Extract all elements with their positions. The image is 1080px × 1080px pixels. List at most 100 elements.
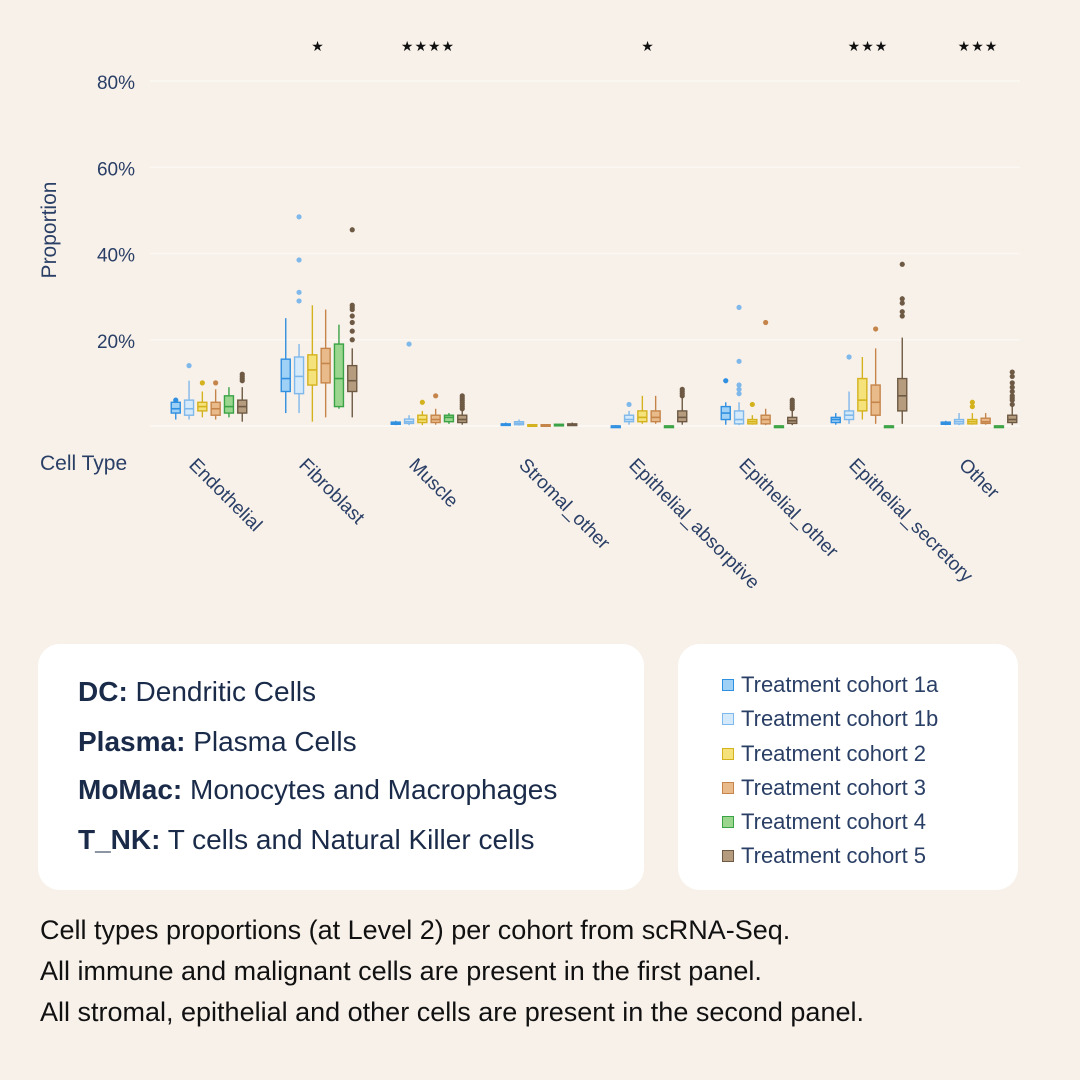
legend-item: Treatment cohort 5 bbox=[722, 843, 926, 869]
box bbox=[980, 417, 991, 425]
abbreviation-key: DC: bbox=[78, 676, 128, 707]
outlier-point bbox=[349, 227, 355, 233]
outlier-point bbox=[349, 302, 355, 308]
outlier-point bbox=[349, 319, 355, 326]
outlier-point bbox=[1009, 373, 1015, 380]
box-group bbox=[720, 304, 798, 429]
box bbox=[347, 364, 358, 393]
legend-swatch bbox=[722, 679, 734, 691]
abbreviation-value: Monocytes and Macrophages bbox=[190, 774, 558, 805]
abbreviation-key: MoMac: bbox=[78, 774, 183, 805]
outlier-point bbox=[419, 399, 425, 405]
x-tick-label: Fibroblast bbox=[294, 455, 368, 529]
box bbox=[293, 356, 305, 395]
abbreviation-item: DC: Dendritic Cells bbox=[78, 676, 316, 708]
caption-line: All stromal, epithelial and other cells … bbox=[40, 997, 864, 1027]
x-tick-label: Epithelial_secretory bbox=[844, 455, 976, 587]
outlier-point bbox=[296, 289, 302, 295]
outlier-point bbox=[736, 382, 742, 388]
box-group bbox=[280, 214, 358, 422]
legend-item: Treatment cohort 3 bbox=[722, 775, 926, 801]
x-axis-label: Cell Type bbox=[40, 452, 127, 475]
caption-line: All immune and malignant cells are prese… bbox=[40, 956, 762, 986]
outlier-point bbox=[899, 309, 905, 315]
outlier-point bbox=[296, 298, 302, 304]
abbreviation-item: T_NK: T cells and Natural Killer cells bbox=[78, 824, 534, 856]
legend-item: Treatment cohort 4 bbox=[722, 809, 926, 835]
outlier-point bbox=[349, 313, 355, 319]
abbreviation-key: Plasma: bbox=[78, 726, 186, 757]
legend-label: Treatment cohort 5 bbox=[741, 843, 927, 868]
legend-swatch bbox=[722, 713, 734, 725]
box-group bbox=[500, 419, 578, 428]
significance-marker: ★ bbox=[641, 39, 655, 55]
outlier-point bbox=[736, 391, 742, 397]
outlier-point bbox=[736, 386, 742, 392]
outlier-point bbox=[296, 257, 302, 263]
legend-label: Treatment cohort 1a bbox=[741, 672, 939, 697]
box bbox=[280, 358, 291, 393]
outlier-point bbox=[763, 319, 769, 326]
box bbox=[857, 377, 868, 412]
significance-marker: ★★★★ bbox=[401, 39, 455, 55]
box bbox=[623, 414, 635, 423]
outlier-point bbox=[873, 326, 879, 332]
box bbox=[897, 377, 908, 412]
y-axis-label: Proportion bbox=[38, 182, 61, 279]
y-axis-ticks: 20% 40% 60% 80% bbox=[97, 73, 135, 353]
outlier-point bbox=[749, 401, 755, 408]
outlier-point bbox=[626, 401, 632, 408]
x-tick-label: Other bbox=[954, 455, 1003, 504]
outlier-point bbox=[969, 399, 975, 405]
outlier-point bbox=[433, 393, 439, 399]
outlier-point bbox=[186, 363, 192, 369]
box-group bbox=[940, 369, 1018, 429]
outlier-point bbox=[1009, 384, 1015, 390]
x-tick-label: Muscle bbox=[404, 455, 461, 512]
box-group bbox=[390, 341, 468, 426]
outlier-point bbox=[789, 397, 795, 403]
outlier-point bbox=[296, 214, 302, 220]
legend-label: Treatment cohort 3 bbox=[741, 775, 927, 800]
outlier-point bbox=[1009, 393, 1015, 399]
legend-swatch bbox=[722, 816, 734, 828]
box-group bbox=[170, 363, 248, 422]
outlier-point bbox=[1009, 401, 1015, 408]
legend-label: Treatment cohort 1b bbox=[741, 706, 939, 731]
outlier-point bbox=[349, 328, 355, 334]
box-group bbox=[830, 261, 908, 429]
box bbox=[223, 395, 235, 414]
abbreviation-key: T_NK: bbox=[78, 824, 161, 855]
outlier-point bbox=[459, 393, 465, 399]
outlier-point bbox=[723, 378, 729, 384]
legend-swatch bbox=[722, 850, 734, 862]
outlier-point bbox=[736, 304, 742, 311]
significance-marker: ★★★ bbox=[958, 39, 999, 55]
abbreviation-value: Dendritic Cells bbox=[135, 676, 317, 707]
x-tick-label: Epithelial_other bbox=[734, 455, 842, 563]
outlier-point bbox=[899, 261, 905, 267]
legend-card: Treatment cohort 1a Treatment cohort 1b … bbox=[678, 644, 1018, 890]
y-tick-label: 20% bbox=[97, 332, 135, 353]
box bbox=[183, 399, 195, 416]
abbreviation-card: DC: Dendritic Cells Plasma: Plasma Cells… bbox=[38, 644, 644, 890]
y-tick-label: 40% bbox=[97, 246, 135, 267]
box bbox=[650, 410, 661, 423]
outlier-point bbox=[1009, 380, 1015, 386]
outlier-point bbox=[899, 300, 905, 306]
box bbox=[637, 410, 648, 423]
outlier-point bbox=[679, 386, 685, 392]
legend-label: Treatment cohort 4 bbox=[741, 809, 927, 834]
box bbox=[677, 410, 688, 423]
legend-item: Treatment cohort 1a bbox=[722, 672, 938, 698]
legend-label: Treatment cohort 2 bbox=[741, 741, 927, 766]
box bbox=[170, 401, 181, 414]
outlier-point bbox=[173, 397, 179, 403]
abbreviation-item: Plasma: Plasma Cells bbox=[78, 726, 357, 758]
outlier-point bbox=[1009, 388, 1015, 395]
legend-swatch bbox=[722, 782, 734, 794]
caption: Cell types proportions (at Level 2) per … bbox=[40, 910, 1050, 1033]
x-tick-label: Endothelial bbox=[184, 455, 265, 536]
legend-item: Treatment cohort 1b bbox=[722, 706, 938, 732]
box bbox=[870, 384, 881, 416]
